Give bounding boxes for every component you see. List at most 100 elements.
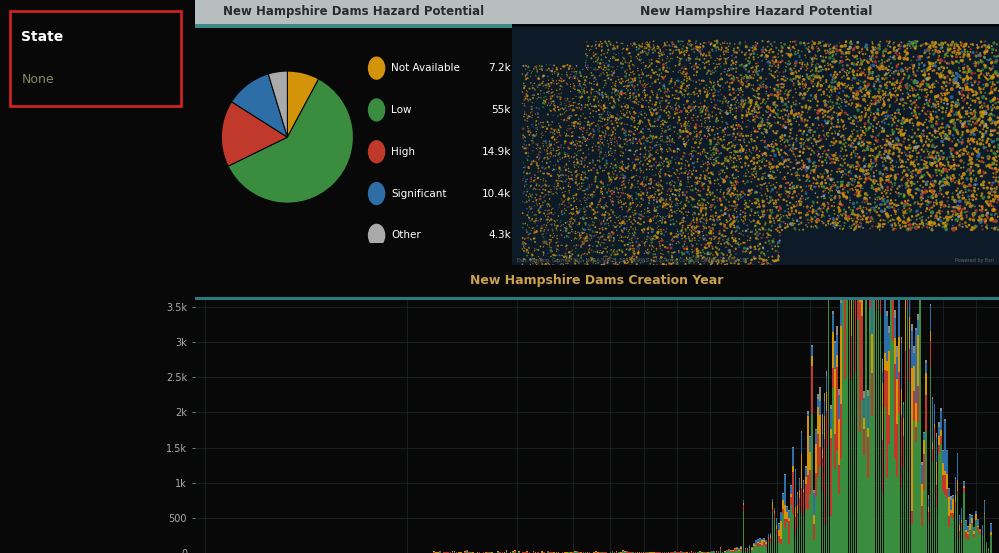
Point — [819, 169, 835, 178]
Point — [800, 193, 816, 202]
Point — [734, 96, 750, 105]
Point — [658, 126, 674, 135]
Point — [721, 197, 737, 206]
Point — [798, 189, 814, 198]
Point — [627, 183, 643, 192]
Point — [541, 170, 557, 179]
Point — [698, 175, 714, 184]
Point — [700, 185, 716, 194]
Point — [608, 137, 624, 145]
Point — [670, 102, 686, 111]
Point — [750, 218, 766, 227]
Point — [664, 259, 680, 268]
Point — [619, 120, 635, 129]
Point — [805, 179, 821, 187]
Point — [730, 192, 746, 201]
Point — [810, 86, 826, 95]
Point — [537, 122, 553, 131]
Point — [703, 54, 719, 62]
Point — [955, 128, 971, 137]
Point — [869, 109, 885, 118]
Point — [565, 193, 581, 202]
Point — [962, 171, 978, 180]
Point — [837, 183, 853, 192]
Point — [550, 246, 566, 254]
Point — [934, 95, 950, 104]
Point — [702, 201, 718, 210]
Point — [720, 239, 736, 248]
Point — [962, 168, 978, 176]
Point — [731, 241, 747, 249]
Point — [876, 140, 892, 149]
Point — [603, 197, 619, 206]
Point — [650, 116, 666, 124]
Point — [764, 98, 780, 107]
Point — [891, 140, 907, 149]
Point — [698, 39, 714, 48]
Point — [955, 130, 971, 139]
Point — [785, 147, 801, 156]
Bar — [815, 429, 817, 430]
Point — [706, 254, 722, 263]
Point — [671, 60, 687, 69]
Point — [758, 128, 774, 137]
Point — [856, 78, 872, 87]
Point — [671, 159, 687, 168]
Point — [940, 111, 956, 120]
Point — [548, 128, 564, 137]
Point — [757, 99, 773, 108]
Point — [606, 81, 622, 90]
Point — [909, 149, 925, 158]
Point — [589, 228, 605, 237]
Point — [654, 196, 670, 205]
Point — [592, 178, 608, 186]
Point — [568, 117, 584, 126]
Point — [523, 173, 539, 182]
Point — [546, 90, 562, 99]
Point — [862, 224, 878, 233]
Point — [775, 114, 791, 123]
Point — [614, 57, 630, 66]
Point — [808, 63, 824, 72]
Bar — [611, 551, 613, 553]
Point — [971, 156, 987, 165]
Point — [584, 133, 600, 142]
Point — [526, 201, 542, 210]
Point — [552, 105, 568, 113]
Point — [924, 226, 940, 234]
Point — [887, 108, 903, 117]
Point — [756, 255, 772, 264]
Point — [551, 202, 567, 211]
Point — [645, 243, 661, 252]
Point — [843, 37, 859, 46]
Point — [607, 79, 623, 88]
Point — [683, 106, 699, 115]
Point — [546, 208, 562, 217]
Point — [749, 50, 765, 59]
Point — [593, 103, 609, 112]
Point — [535, 248, 551, 257]
Point — [543, 140, 559, 149]
Point — [801, 105, 817, 114]
Point — [954, 138, 970, 147]
Point — [617, 66, 633, 75]
Point — [633, 210, 649, 219]
Point — [719, 123, 735, 132]
Point — [648, 246, 664, 255]
Point — [875, 135, 891, 144]
Point — [879, 176, 895, 185]
Point — [820, 204, 836, 213]
Point — [747, 147, 763, 155]
Point — [876, 89, 892, 98]
Point — [573, 105, 589, 114]
Point — [672, 179, 688, 187]
Point — [754, 150, 770, 159]
Point — [980, 197, 996, 206]
Point — [886, 44, 902, 53]
Point — [938, 225, 954, 234]
Point — [569, 75, 585, 84]
Point — [516, 167, 532, 176]
Point — [539, 72, 555, 81]
Point — [717, 93, 733, 102]
Point — [823, 170, 839, 179]
